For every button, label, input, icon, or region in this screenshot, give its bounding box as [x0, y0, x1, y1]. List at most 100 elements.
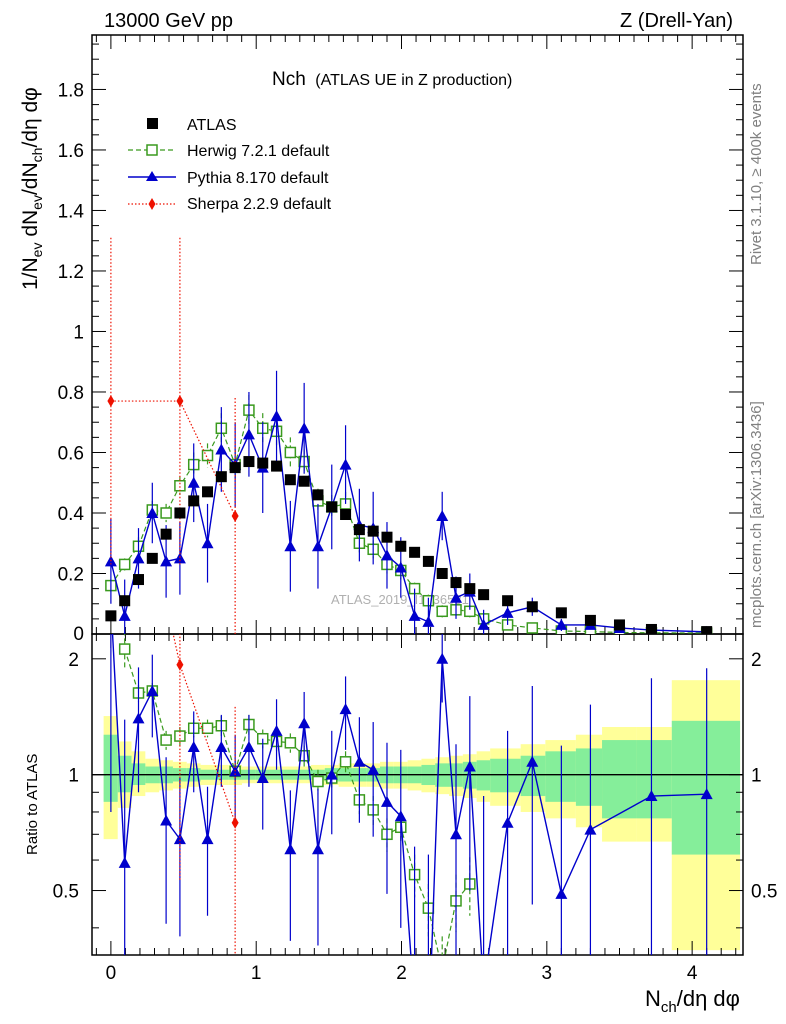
- pythia-point: [215, 741, 228, 753]
- legend-herwig-label: Herwig 7.2.1 default: [187, 143, 330, 160]
- x-tick-label: 2: [396, 963, 407, 984]
- y-tick-label: 1: [73, 322, 84, 343]
- atlas-point: [422, 555, 434, 567]
- pythia-point: [132, 712, 145, 724]
- pythia-point: [132, 552, 145, 564]
- pythia-point: [353, 755, 366, 767]
- atlas-point: [340, 509, 352, 521]
- pythia-point: [700, 788, 713, 800]
- atlas-point: [271, 460, 283, 472]
- ratio-tick-label-right: 2: [751, 650, 762, 671]
- watermark: ATLAS_2019_I1736531: [331, 592, 469, 607]
- x-tick-label: 1: [251, 963, 262, 984]
- pythia-point: [298, 422, 311, 434]
- atlas-point: [381, 531, 393, 543]
- sherpa-point: [176, 658, 184, 671]
- sherpa-point: [231, 816, 239, 829]
- pythia-point: [160, 814, 173, 826]
- pythia-point: [270, 724, 283, 736]
- atlas-point: [478, 589, 490, 601]
- pythia-point: [526, 755, 539, 767]
- pythia-point: [584, 823, 597, 835]
- main-panel-series: [104, 237, 713, 634]
- atlas-point: [105, 610, 117, 622]
- pythia-point: [477, 618, 490, 630]
- pythia-point: [394, 810, 407, 822]
- pythia-point: [118, 609, 131, 621]
- band-green: [476, 760, 491, 791]
- ratio-panel-series: [110, 634, 713, 955]
- legend-atlas-marker: [147, 118, 158, 129]
- atlas-point: [701, 626, 713, 634]
- herwig-point: [201, 722, 214, 735]
- pythia-point: [146, 684, 159, 696]
- pythia-point: [173, 833, 186, 845]
- pythia-point: [146, 506, 159, 518]
- band-green: [636, 740, 672, 819]
- atlas-point: [526, 601, 538, 613]
- pythia-point: [118, 856, 131, 868]
- legend-pythia-marker: [146, 171, 158, 181]
- pythia-point: [160, 555, 173, 567]
- axis-tick-labels: 0 1 2 3 4 0.2 0.4 0.6 0.8 1 1.2 1.4 1.6 1.8 0 0.5 0.5 1 1 2…: [53, 80, 778, 984]
- ratio-frame: [91, 633, 744, 956]
- pythia-point: [256, 772, 269, 784]
- pythia-point: [215, 443, 228, 455]
- herwig-point: [160, 507, 172, 519]
- band-green: [545, 751, 576, 802]
- y-tick-label: 1.8: [58, 80, 84, 101]
- chart-title-sub: (ATLAS UE in Z production): [315, 72, 512, 89]
- x-tick-label: 4: [687, 963, 698, 984]
- x-tick-label: 3: [542, 963, 553, 984]
- y-tick-label: 0.6: [58, 443, 84, 464]
- herwig-point: [526, 622, 539, 634]
- band-green: [602, 740, 637, 819]
- header-left: 13000 GeV pp: [104, 10, 233, 32]
- header-right: Z (Drell-Yan): [620, 10, 733, 32]
- chart-title-main: Nch: [272, 69, 306, 90]
- sherpa-point: [107, 395, 115, 408]
- legend-sherpa-marker: [148, 198, 156, 210]
- ratio-y-axis-label: Ratio to ATLAS: [24, 754, 41, 855]
- herwig-point: [160, 734, 172, 746]
- y-tick-label: 1.4: [58, 201, 85, 222]
- y-tick-label: 0.8: [58, 383, 84, 404]
- pythia-point: [284, 843, 297, 855]
- atlas-point: [229, 462, 241, 474]
- ratio-tick-label-left: 0.5: [53, 882, 79, 903]
- atlas-point: [353, 524, 365, 536]
- pythia-point: [187, 476, 200, 488]
- pythia-point: [380, 549, 393, 561]
- y-tick-label: 0.2: [58, 564, 84, 585]
- herwig-line: [124, 648, 471, 955]
- pythia-point: [325, 768, 338, 780]
- atlas-point: [119, 595, 131, 607]
- pythia-point: [270, 410, 283, 422]
- legend-sherpa-label: Sherpa 2.2.9 default: [187, 196, 332, 213]
- panel-frames: [91, 34, 744, 956]
- atlas-point: [188, 495, 200, 507]
- herwig-point: [118, 643, 131, 655]
- legend: ATLAS Herwig 7.2.1 default Pythia 8.170 …: [128, 117, 332, 213]
- atlas-point: [215, 471, 227, 483]
- pythia-point: [284, 540, 297, 552]
- pythia-point: [422, 615, 435, 627]
- atlas-point: [160, 528, 172, 540]
- atlas-point: [395, 540, 407, 552]
- pythia-point: [463, 760, 476, 772]
- x-tick-label: 0: [106, 963, 117, 984]
- pythia-point: [311, 540, 324, 552]
- band-green: [490, 758, 521, 793]
- herwig-point: [118, 558, 131, 571]
- pythia-point: [450, 828, 463, 840]
- y-zero-label: 0: [73, 624, 84, 645]
- pythia-point: [380, 795, 393, 807]
- pythia-point: [173, 552, 186, 564]
- atlas-point: [464, 583, 476, 595]
- ratio-tick-label-left: 1: [68, 766, 79, 787]
- atlas-point: [367, 525, 379, 537]
- pythia-point: [311, 843, 324, 855]
- sherpa-point: [231, 510, 239, 523]
- pythia-point: [450, 591, 463, 603]
- atlas-point: [174, 507, 186, 519]
